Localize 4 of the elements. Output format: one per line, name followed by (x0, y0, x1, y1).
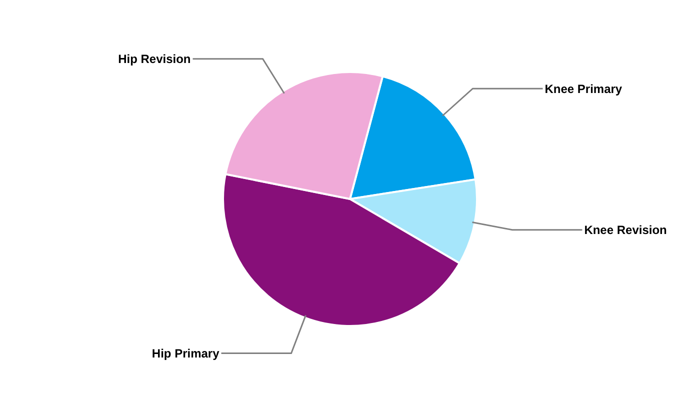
slice-label: Hip Primary (152, 346, 220, 360)
slice-label: Knee Primary (544, 82, 622, 96)
slice-label: Knee Revision (584, 223, 667, 238)
slice-label: Hip Revision (118, 52, 191, 66)
